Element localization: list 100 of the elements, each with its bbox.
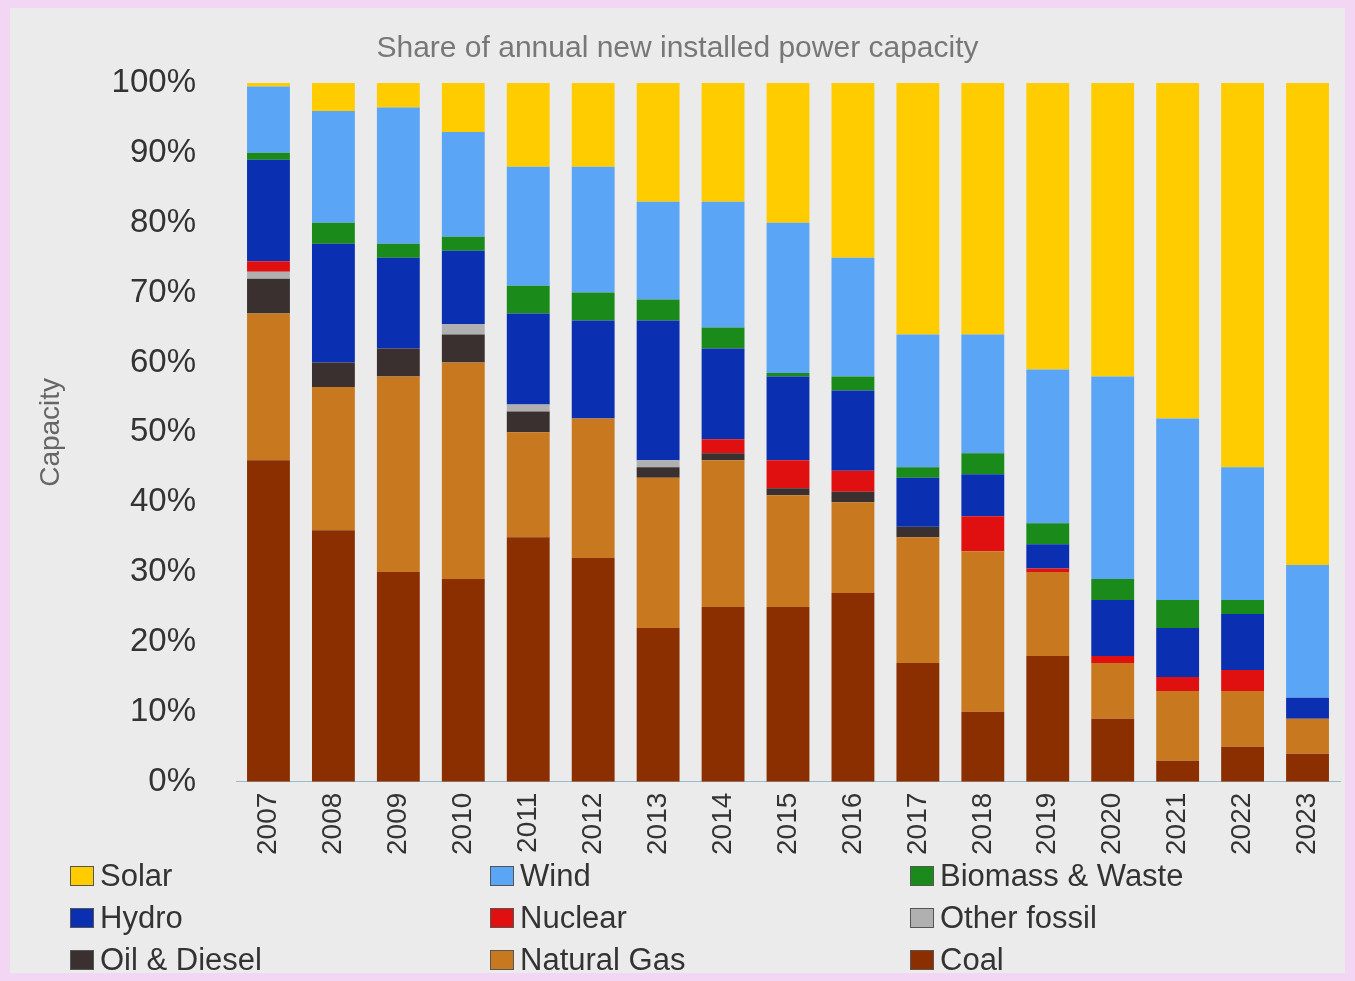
bar xyxy=(896,526,940,538)
bar xyxy=(1221,746,1265,782)
x-tick-label: 2013 xyxy=(640,792,672,856)
x-tick-label: 2016 xyxy=(835,792,867,856)
x-tick-label: 2020 xyxy=(1095,792,1127,856)
bar xyxy=(701,453,745,461)
bar xyxy=(506,83,550,167)
bar xyxy=(1286,83,1329,566)
bar xyxy=(636,477,680,628)
bar xyxy=(1026,544,1070,569)
bar xyxy=(1221,614,1265,670)
bar xyxy=(701,607,745,782)
y-tick-label: 30% xyxy=(129,551,196,589)
y-tick-label: 100% xyxy=(111,62,196,100)
bar xyxy=(571,292,615,321)
bar xyxy=(247,278,290,314)
bar xyxy=(636,628,680,782)
bar xyxy=(896,477,940,527)
bar xyxy=(441,579,485,782)
y-tick-label: 10% xyxy=(129,690,196,728)
bar xyxy=(1091,662,1135,719)
bar xyxy=(831,83,875,258)
bar xyxy=(636,83,680,202)
bar xyxy=(766,222,810,373)
bar xyxy=(961,453,1005,475)
x-tick-label: 2023 xyxy=(1290,792,1322,856)
bar xyxy=(506,166,550,286)
bar xyxy=(311,362,355,387)
bar xyxy=(1156,600,1200,628)
x-tick-label: 2015 xyxy=(770,792,802,856)
y-tick-label: 40% xyxy=(129,481,196,519)
bar xyxy=(311,386,355,531)
bar xyxy=(831,593,875,782)
bar xyxy=(1286,718,1329,754)
bar xyxy=(1156,418,1200,601)
bar xyxy=(376,376,420,573)
bar xyxy=(247,261,290,272)
bar xyxy=(376,243,420,258)
x-tick-label: 2007 xyxy=(251,792,283,856)
bar xyxy=(896,537,940,663)
legend-label: Solar xyxy=(100,858,173,894)
bar xyxy=(961,516,1005,552)
bar xyxy=(311,222,355,244)
x-tick-label: 2018 xyxy=(965,792,997,856)
bar xyxy=(376,83,420,108)
legend-label: Natural Gas xyxy=(520,942,686,978)
bar xyxy=(311,110,355,223)
bar xyxy=(1091,718,1135,782)
bar xyxy=(1091,655,1135,663)
bar xyxy=(896,467,940,478)
bar xyxy=(247,86,290,153)
bar xyxy=(896,334,940,468)
bar xyxy=(1156,676,1200,691)
bar xyxy=(571,320,615,419)
y-axis-title: Capacity xyxy=(33,377,65,487)
bar xyxy=(636,201,680,300)
bar xyxy=(1091,600,1135,656)
bar xyxy=(247,152,290,160)
legend-label: Coal xyxy=(940,942,1004,978)
bar xyxy=(506,313,550,405)
bar xyxy=(1026,655,1070,782)
bar xyxy=(311,83,355,111)
bar xyxy=(1221,669,1265,691)
legend-label: Biomass & Waste xyxy=(940,858,1184,894)
bar xyxy=(1091,376,1135,580)
bar xyxy=(506,537,550,782)
bar xyxy=(376,572,420,782)
legend-label: Wind xyxy=(520,858,591,894)
bar xyxy=(766,460,810,489)
bar xyxy=(636,467,680,478)
bar xyxy=(571,83,615,167)
bar xyxy=(1221,467,1265,601)
bar xyxy=(506,411,550,433)
x-tick-label: 2019 xyxy=(1030,792,1062,856)
bar xyxy=(636,299,680,321)
bar xyxy=(1286,753,1329,782)
bar xyxy=(376,257,420,349)
bar xyxy=(831,257,875,377)
bar xyxy=(441,334,485,363)
bar xyxy=(441,83,485,132)
x-tick-label: 2014 xyxy=(705,792,737,856)
y-tick-label: 90% xyxy=(129,131,196,169)
legend-label: Other fossil xyxy=(940,900,1097,936)
y-tick-label: 80% xyxy=(129,201,196,239)
bar xyxy=(701,439,745,454)
legend-label: Hydro xyxy=(100,900,183,936)
bar xyxy=(1091,83,1135,377)
bar xyxy=(961,551,1005,712)
bar xyxy=(441,250,485,325)
bar xyxy=(441,236,485,251)
bar xyxy=(1091,579,1135,601)
bar xyxy=(766,376,810,461)
bar xyxy=(506,404,550,412)
bar xyxy=(311,243,355,363)
x-tick-label: 2009 xyxy=(381,792,413,856)
bar xyxy=(376,348,420,377)
bar xyxy=(636,460,680,468)
x-tick-label: 2010 xyxy=(446,792,478,856)
x-tick-label: 2011 xyxy=(510,792,542,853)
bar xyxy=(247,159,290,262)
